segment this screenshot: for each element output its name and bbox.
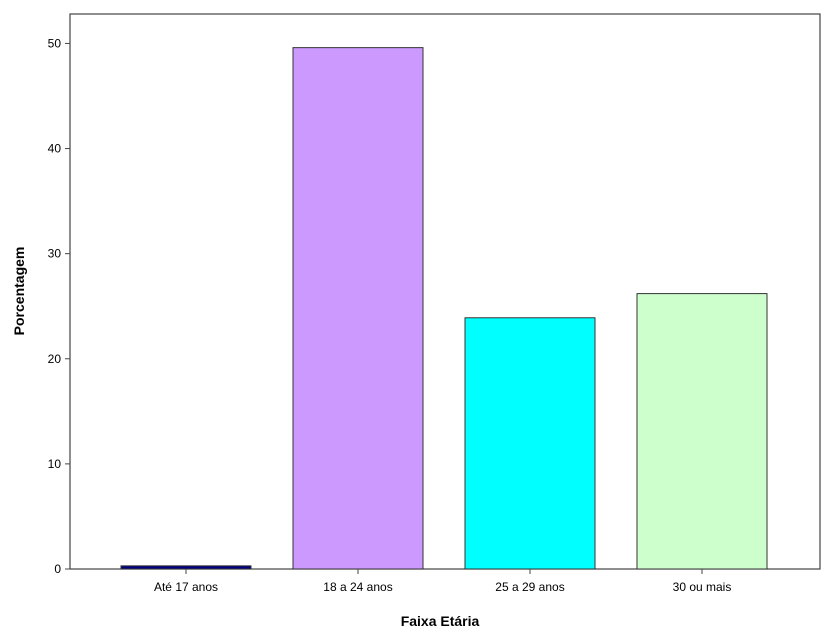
bar — [636, 293, 768, 570]
y-tick-label: 40 — [48, 142, 62, 156]
x-tick-label: 30 ou mais — [673, 580, 732, 594]
x-axis: Até 17 anos 18 a 24 anos 25 a 29 anos 30 ou… — [154, 569, 731, 594]
x-axis-title: Faixa Etária — [401, 613, 480, 628]
y-tick-label: 30 — [48, 247, 62, 261]
y-tick-label: 50 — [48, 36, 62, 50]
y-axis: 0 10 20 30 40 50 — [48, 36, 70, 576]
x-tick-label: 18 a 24 anos — [323, 580, 392, 594]
bar — [120, 565, 252, 570]
y-tick-label: 0 — [54, 562, 61, 576]
y-axis-title: Porcentagem — [11, 247, 27, 336]
x-tick-label: Até 17 anos — [154, 580, 218, 594]
bar — [464, 317, 596, 570]
bar — [292, 47, 424, 570]
y-tick-label: 20 — [48, 352, 62, 366]
bars-group — [120, 47, 768, 570]
x-tick-label: 25 a 29 anos — [495, 580, 564, 594]
y-tick-label: 10 — [48, 457, 62, 471]
